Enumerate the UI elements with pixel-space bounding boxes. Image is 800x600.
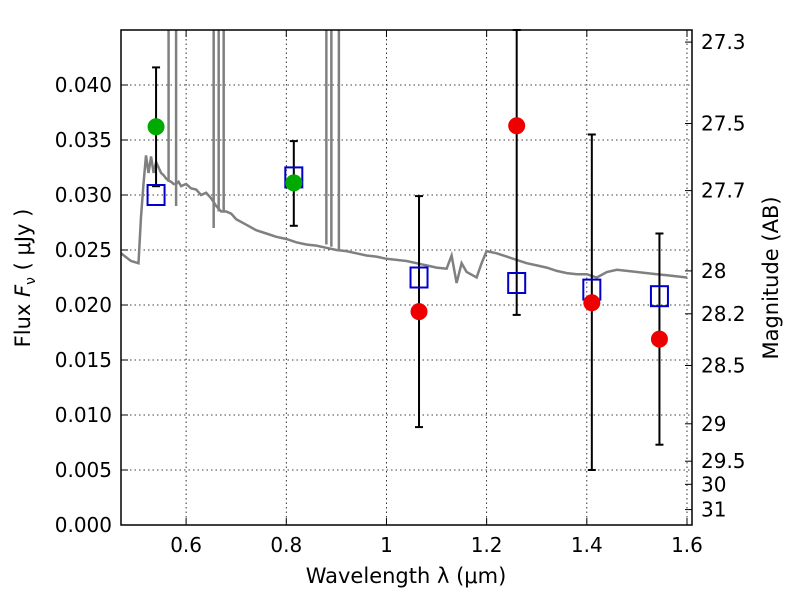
y-axis-label-subscript: ν [23, 277, 39, 285]
y-tick-label: 0.000 [55, 513, 112, 537]
y-axis-label: Flux Fν ( μJy ) [11, 209, 39, 348]
green-data-point [285, 174, 303, 192]
red-data-point [508, 117, 526, 135]
mag-tick-label: 28 [701, 259, 726, 283]
y-tick-label: 0.025 [55, 238, 112, 262]
y2-axis-label: Magnitude (AB) [759, 196, 783, 359]
x-tick-label: 1 [380, 533, 393, 557]
mag-tick-label: 27.3 [701, 30, 746, 54]
plot-background [121, 30, 692, 525]
green-data-point [147, 118, 165, 136]
marker-layer [146, 29, 669, 471]
y-axis-label-unit: ( μJy ) [11, 209, 35, 277]
mag-tick-label: 31 [701, 498, 726, 522]
plot-frame [120, 29, 693, 526]
ticks: 0.6 0.8 1 1.2 1.4 1.6 0.000 0.005 0.010 0.015 0.02… [55, 30, 746, 557]
y-tick-label: 0.010 [55, 403, 112, 427]
y-tick-label: 0.040 [55, 73, 112, 97]
y-tick-label: 0.035 [55, 128, 112, 152]
mag-tick-label: 27.7 [701, 179, 746, 203]
model-band-square [146, 184, 166, 206]
model-spectrum-line [121, 155, 688, 284]
x-tick-label: 0.6 [170, 533, 202, 557]
x-tick-label: 1.4 [571, 533, 603, 557]
red-data-point [583, 294, 601, 312]
x-tick-label: 0.8 [270, 533, 302, 557]
red-data-point [650, 330, 668, 348]
mag-tick-label: 29 [701, 412, 726, 436]
model-band-square [409, 266, 429, 289]
y-axis-label-prefix: Flux [11, 297, 35, 347]
mag-tick-label: 28.5 [701, 354, 746, 378]
y-axis-label-symbol: F [11, 284, 35, 297]
x-tick-label: 1.2 [471, 533, 503, 557]
data-layer [121, 30, 688, 284]
y-tick-label: 0.030 [55, 183, 112, 207]
mag-tick-label: 29.5 [701, 449, 746, 473]
x-tick-label: 1.6 [671, 533, 703, 557]
mag-tick-label: 28.2 [701, 302, 746, 326]
x-axis-label: Wavelength λ (μm) [306, 564, 507, 588]
mag-tick-label: 30 [701, 472, 726, 496]
y-tick-label: 0.015 [55, 348, 112, 372]
red-data-point [410, 303, 428, 321]
y-tick-label: 0.020 [55, 293, 112, 317]
model-band-square [649, 285, 669, 308]
mag-tick-label: 27.5 [701, 112, 746, 136]
y-tick-label: 0.005 [55, 458, 112, 482]
model-band-square [507, 272, 527, 294]
